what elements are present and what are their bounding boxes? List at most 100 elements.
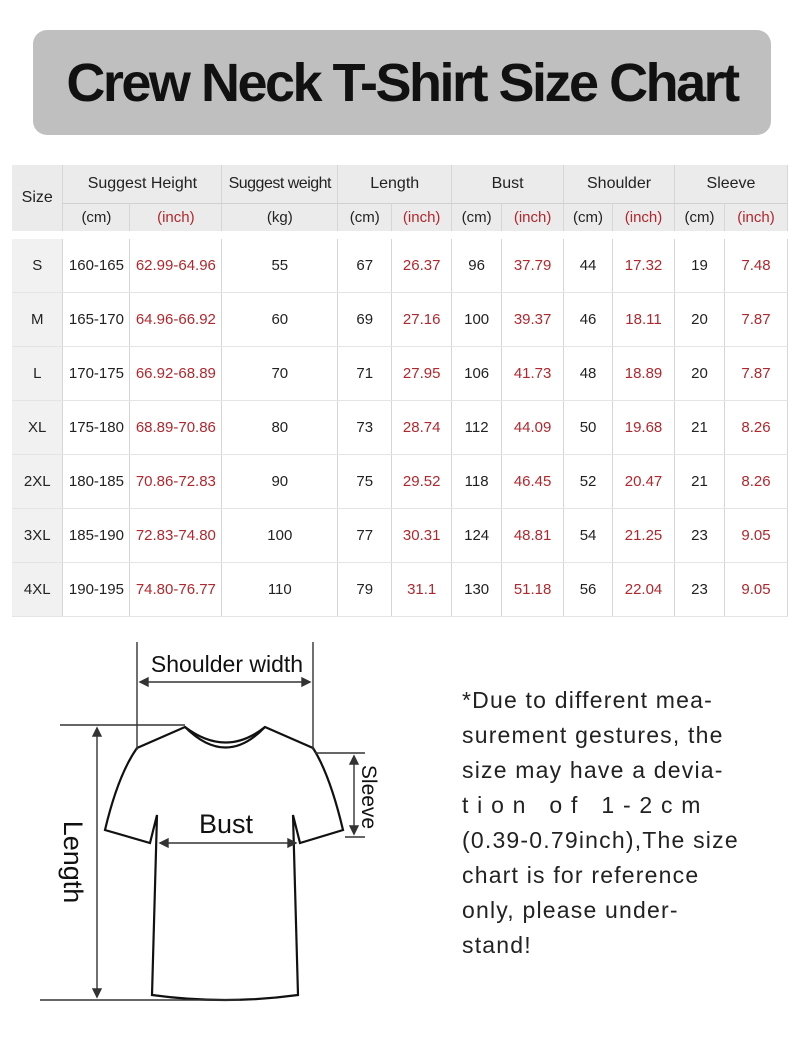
value-cell: 60 (221, 292, 339, 347)
value-cell: 50 (563, 400, 614, 455)
value-cell: 8.26 (724, 400, 789, 455)
value-cell: 106 (451, 346, 503, 401)
table-row: S 160-165 62.99-64.96 55 67 26.37 96 37.79 44 17.… (12, 239, 789, 293)
header-length: Length (337, 165, 453, 204)
value-cell: 70 (221, 346, 339, 401)
value-cell: 96 (451, 239, 503, 293)
value-cell: 44 (563, 239, 614, 293)
value-cell: 23 (674, 508, 725, 563)
note-line: (0.39-0.79inch),The size (462, 827, 739, 853)
value-cell: 70.86-72.83 (129, 454, 223, 509)
value-cell: 7.48 (724, 239, 789, 293)
value-cell: 48.81 (501, 508, 565, 563)
note-line: t i o n o f 1 - 2 c m (462, 792, 702, 818)
value-cell: 64.96-66.92 (129, 292, 223, 347)
value-cell: 21 (674, 400, 725, 455)
value-cell: 72.83-74.80 (129, 508, 223, 563)
value-cell: 77 (337, 508, 393, 563)
value-cell: 7.87 (724, 346, 789, 401)
table-row: 3XL 185-190 72.83-74.80 100 77 30.31 124 48.81 5… (12, 508, 789, 563)
value-cell: 31.1 (391, 562, 453, 617)
size-cell: L (12, 346, 64, 401)
unit-header: (cm) (563, 203, 614, 231)
length-label: Length (58, 821, 88, 904)
header-shoulder: Shoulder (563, 165, 675, 204)
value-cell: 37.79 (501, 239, 565, 293)
value-cell: 71 (337, 346, 393, 401)
note-line: only, please under- (462, 897, 679, 923)
value-cell: 44.09 (501, 400, 565, 455)
value-cell: 26.37 (391, 239, 453, 293)
unit-header: (cm) (337, 203, 393, 231)
value-cell: 73 (337, 400, 393, 455)
size-cell: 4XL (12, 562, 64, 617)
value-cell: 175-180 (62, 400, 131, 455)
value-cell: 79 (337, 562, 393, 617)
unit-header: (inch) (501, 203, 565, 231)
value-cell: 19.68 (612, 400, 675, 455)
value-cell: 23 (674, 562, 725, 617)
size-cell: 3XL (12, 508, 64, 563)
value-cell: 130 (451, 562, 503, 617)
table-row: 2XL 180-185 70.86-72.83 90 75 29.52 118 46.45 52… (12, 454, 789, 509)
value-cell: 118 (451, 454, 503, 509)
value-cell: 52 (563, 454, 614, 509)
sleeve-label: Sleeve (357, 765, 380, 829)
value-cell: 54 (563, 508, 614, 563)
value-cell: 62.99-64.96 (129, 239, 223, 293)
page-title: Crew Neck T-Shirt Size Chart (66, 52, 740, 113)
value-cell: 21.25 (612, 508, 675, 563)
shoulder-label: Shoulder width (151, 651, 303, 677)
note-line: *Due to different mea- (462, 687, 713, 713)
size-table: Size Suggest Height Suggest weight Lengt… (12, 165, 789, 617)
header-sleeve: Sleeve (674, 165, 789, 204)
value-cell: 160-165 (62, 239, 131, 293)
size-cell: M (12, 292, 64, 347)
note-line: surement gestures, the (462, 722, 724, 748)
bust-label: Bust (199, 809, 254, 839)
value-cell: 41.73 (501, 346, 565, 401)
unit-header: (inch) (129, 203, 223, 231)
note-line: size may have a devia- (462, 757, 724, 783)
value-cell: 55 (221, 239, 339, 293)
unit-header: (cm) (674, 203, 725, 231)
value-cell: 100 (451, 292, 503, 347)
value-cell: 190-195 (62, 562, 131, 617)
unit-header: (cm) (62, 203, 131, 231)
value-cell: 180-185 (62, 454, 131, 509)
unit-header: (kg) (221, 203, 339, 231)
value-cell: 29.52 (391, 454, 453, 509)
value-cell: 48 (563, 346, 614, 401)
value-cell: 67 (337, 239, 393, 293)
table-row: L 170-175 66.92-68.89 70 71 27.95 106 41.73 48 18… (12, 346, 789, 401)
value-cell: 46 (563, 292, 614, 347)
table-row: XL 175-180 68.89-70.86 80 73 28.74 112 44.09 50 1… (12, 400, 789, 455)
value-cell: 18.89 (612, 346, 675, 401)
value-cell: 165-170 (62, 292, 131, 347)
size-cell: S (12, 239, 64, 293)
value-cell: 39.37 (501, 292, 565, 347)
value-cell: 17.32 (612, 239, 675, 293)
value-cell: 185-190 (62, 508, 131, 563)
value-cell: 74.80-76.77 (129, 562, 223, 617)
value-cell: 170-175 (62, 346, 131, 401)
value-cell: 66.92-68.89 (129, 346, 223, 401)
value-cell: 27.16 (391, 292, 453, 347)
value-cell: 20.47 (612, 454, 675, 509)
value-cell: 18.11 (612, 292, 675, 347)
value-cell: 51.18 (501, 562, 565, 617)
title-banner: Crew Neck T-Shirt Size Chart (33, 30, 771, 135)
value-cell: 19 (674, 239, 725, 293)
value-cell: 22.04 (612, 562, 675, 617)
note-line: chart is for reference (462, 862, 700, 888)
value-cell: 100 (221, 508, 339, 563)
value-cell: 110 (221, 562, 339, 617)
value-cell: 30.31 (391, 508, 453, 563)
value-cell: 68.89-70.86 (129, 400, 223, 455)
value-cell: 124 (451, 508, 503, 563)
value-cell: 8.26 (724, 454, 789, 509)
value-cell: 56 (563, 562, 614, 617)
value-cell: 20 (674, 346, 725, 401)
size-cell: 2XL (12, 454, 64, 509)
value-cell: 90 (221, 454, 339, 509)
